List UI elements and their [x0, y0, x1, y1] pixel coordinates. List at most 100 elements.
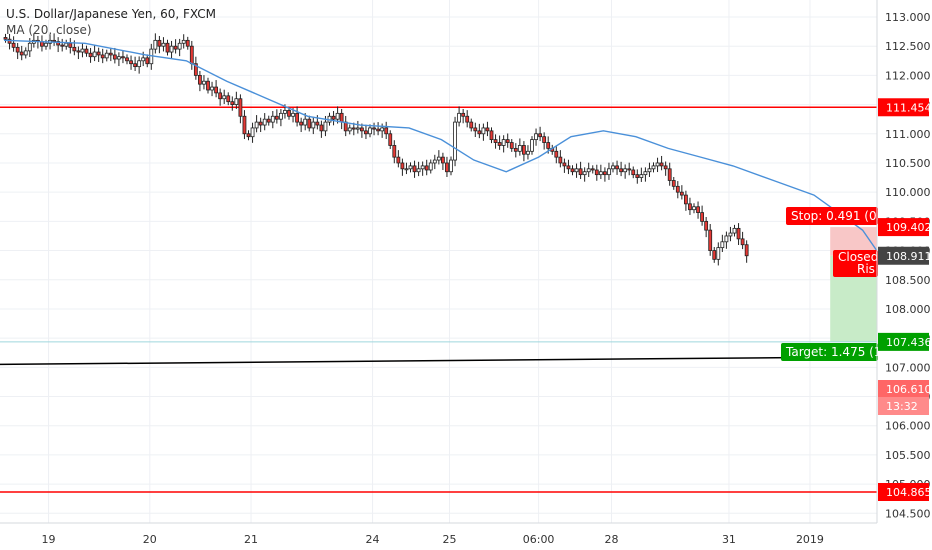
indicator-label[interactable]: MA (20, close)	[6, 23, 92, 37]
candle-body	[562, 162, 567, 167]
candle-body	[80, 48, 85, 53]
candle-body	[453, 121, 457, 161]
symbol-title[interactable]: U.S. Dollar/Japanese Yen, 60, FXCM	[6, 7, 216, 21]
candle-body	[639, 174, 644, 178]
candle-body	[274, 115, 279, 120]
candle-body	[530, 139, 534, 152]
last-price-tag: 108.911	[886, 250, 932, 263]
candle-body	[88, 52, 93, 58]
candle-body	[210, 86, 214, 91]
stop-tag-box	[878, 218, 929, 237]
candle-body	[469, 121, 474, 129]
candle-body	[15, 46, 20, 53]
candle-body	[493, 139, 498, 143]
candle-body	[720, 241, 725, 249]
candle-body	[574, 168, 579, 173]
candle-body	[112, 54, 117, 60]
candle-body	[173, 45, 178, 50]
candle-body	[266, 118, 271, 123]
candle-body	[153, 39, 158, 50]
candle-body	[376, 128, 381, 132]
candle-body	[449, 159, 453, 173]
candle-body	[299, 121, 304, 126]
candle-body	[635, 174, 640, 178]
candle-body	[461, 112, 466, 117]
price-tick-label: 108.500	[885, 274, 931, 287]
candle-body	[100, 54, 105, 59]
alt-price-tag-box	[878, 380, 929, 398]
candle-body	[68, 42, 73, 48]
candle-body	[736, 227, 741, 240]
candle-body	[675, 185, 680, 193]
candle-body	[388, 133, 393, 146]
candle-body	[586, 168, 591, 173]
price-tick-label: 106.000	[885, 420, 931, 433]
price-tick-label: 112.500	[885, 40, 931, 53]
price-tick-label: 104.500	[885, 507, 931, 520]
candle-body	[92, 51, 97, 58]
candle-body	[671, 180, 676, 187]
candle-body	[121, 56, 125, 59]
candle-body	[72, 46, 77, 52]
support-tag: 104.865	[886, 486, 932, 499]
candle-body	[193, 63, 198, 76]
support-tag-box	[878, 483, 929, 501]
candle-body	[526, 150, 530, 155]
candle-body	[230, 101, 235, 105]
candle-body	[594, 169, 599, 176]
candle-body	[137, 60, 142, 68]
candle-body	[185, 39, 190, 47]
position-zones	[830, 227, 877, 342]
candles	[3, 33, 749, 266]
closed-label-line2: Ris	[857, 262, 875, 276]
countdown-tag: 13:32	[886, 400, 918, 413]
candle-body	[347, 127, 352, 132]
candle-body	[696, 206, 700, 214]
chart-legend[interactable]: U.S. Dollar/Japanese Yen, 60, FXCM MA (2…	[6, 6, 216, 38]
candle-body	[250, 127, 255, 138]
closed-label-box	[833, 250, 878, 277]
candle-body	[408, 165, 413, 170]
candle-body	[311, 121, 316, 129]
candle-body	[104, 52, 109, 59]
candle-body	[234, 98, 239, 105]
candle-body	[64, 42, 69, 47]
candle-body	[355, 127, 360, 130]
candle-body	[489, 130, 494, 141]
target-tag-box	[878, 332, 929, 351]
target-tag: 107.436	[886, 336, 932, 349]
time-tick-label: 19	[42, 533, 56, 546]
time-axis[interactable]: 19 20 21 24 25 06:00 28 31 2019	[0, 522, 877, 546]
candle-body	[404, 168, 409, 171]
candle-body	[667, 168, 672, 181]
candle-body	[700, 212, 704, 222]
candle-body	[380, 127, 385, 132]
trend-line-group[interactable]	[0, 356, 878, 366]
candle-body	[436, 156, 441, 161]
moving-average	[3, 39, 880, 254]
candle-body	[108, 52, 113, 56]
candle-body	[181, 39, 186, 44]
candle-body	[684, 194, 688, 205]
candle-body	[534, 133, 538, 141]
candle-body	[505, 139, 510, 143]
price-tags: 111.454 109.402 108.911 107.436 106.610 13:32…	[878, 98, 932, 501]
horizontal-lines[interactable]	[0, 106, 877, 493]
candle-body	[679, 191, 684, 196]
candle-body	[708, 229, 713, 251]
time-tick-label: 2019	[796, 533, 824, 546]
candle-body	[440, 156, 445, 164]
candle-body	[52, 39, 56, 42]
candle-body	[169, 45, 174, 53]
candle-body	[428, 162, 433, 171]
trend-line	[0, 356, 878, 366]
candle-body	[704, 220, 709, 231]
candle-body	[651, 165, 656, 170]
candle-body	[663, 165, 668, 170]
candle-body	[659, 162, 664, 167]
candle-body	[517, 145, 522, 152]
time-tick-label: 21	[244, 533, 258, 546]
candle-body	[546, 142, 551, 149]
